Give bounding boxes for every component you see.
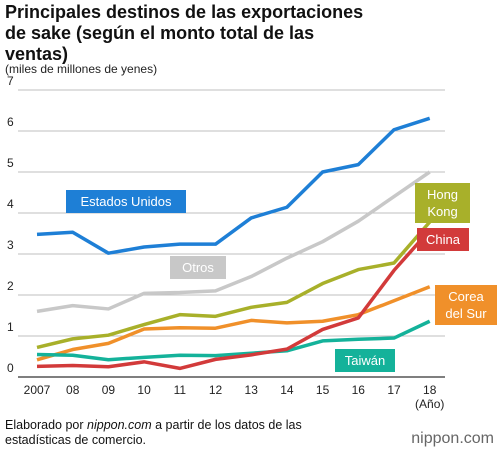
chart-title: Principales destinos de las exportacione… [5,2,364,64]
y-tick-label: 0 [7,361,14,375]
x-tick-label: 08 [66,383,80,397]
x-tick-label: 12 [209,383,223,397]
y-tick-label: 3 [7,238,14,252]
x-tick-label: 14 [280,383,294,397]
series-label: China [417,228,469,251]
y-tick-label: 4 [7,197,14,211]
series-label: Taiwán [335,349,395,372]
x-tick-label: 17 [387,383,401,397]
series-label: Estados Unidos [66,190,186,213]
y-tick-label: 1 [7,320,14,334]
x-tick-label: 2007 [24,383,51,397]
x-axis-label: (Año) [415,397,444,411]
logo: nippon.com [411,430,494,447]
source-text: a partir de los datos de las estadística… [5,418,302,447]
y-axis-label: (miles de millones de yenes) [5,62,158,76]
x-tick-label: 18 [423,383,437,397]
x-tick-label: 11 [174,383,187,397]
source-text: Elaborado por [5,418,88,432]
y-tick-label: 7 [7,74,14,88]
series-line [36,229,432,371]
source-text: nippon.com [87,418,152,432]
x-tick-label: 10 [137,383,151,397]
series-line [36,170,431,314]
series-label: Hong Kong [415,183,470,223]
series-line [36,220,432,350]
series-line [36,116,431,255]
y-tick-label: 5 [7,156,14,170]
series-line [36,319,431,362]
x-tick-label: 16 [352,383,366,397]
y-tick-label: 6 [7,115,14,129]
series-label: Corea del Sur [435,285,497,325]
x-tick-label: 09 [102,383,116,397]
y-tick-label: 2 [7,279,14,293]
x-tick-label: 13 [245,383,259,397]
x-tick-label: 15 [316,383,330,397]
source: Elaborado por nippon.com a partir de los… [5,418,355,448]
series-label: Otros [170,256,226,279]
